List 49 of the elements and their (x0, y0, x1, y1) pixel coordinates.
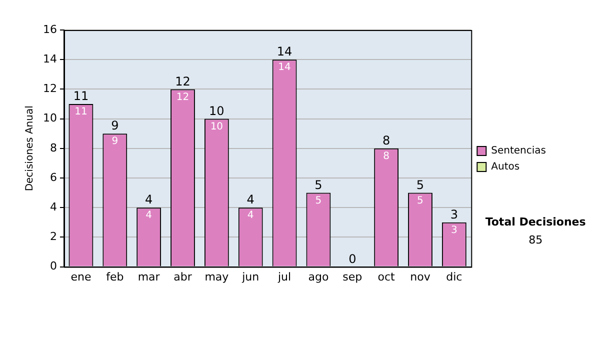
total-label: 4 (246, 192, 254, 207)
data-label: 14 (278, 62, 291, 74)
y-tick-label: 6 (50, 170, 57, 184)
data-label: 10 (210, 121, 224, 132)
x-tick-label: nov (410, 270, 431, 284)
y-axis-title: Decisiones Anual (24, 106, 36, 192)
data-label: 12 (176, 92, 190, 103)
y-tick-label: 10 (42, 112, 57, 125)
data-label: 5 (417, 195, 424, 206)
text: 85 (528, 233, 543, 246)
data-label: 8 (383, 150, 390, 162)
x-tick-label: ago (308, 270, 329, 284)
y-tick-label: 14 (42, 52, 57, 66)
total-label: 11 (73, 89, 89, 104)
x-tick-label: ene (70, 270, 92, 284)
legend-label: Autos (491, 162, 520, 173)
y-tick-label: 16 (42, 22, 57, 36)
y-tick-label: 2 (50, 230, 57, 244)
x-tick-label: jun (241, 270, 260, 284)
total-label: 9 (111, 118, 119, 133)
total-label: 14 (276, 44, 292, 59)
x-tick-label: may (204, 270, 230, 284)
total-label: 12 (175, 74, 190, 88)
total-label: 5 (314, 178, 322, 192)
x-tick-label: dic (446, 270, 462, 284)
x-tick-label: sep (342, 270, 362, 284)
total-label: 4 (145, 192, 153, 207)
data-label: 3 (450, 224, 458, 236)
y-tick-label: 0 (50, 260, 57, 273)
data-label: 9 (112, 136, 118, 148)
x-tick-label: oct (378, 270, 396, 284)
text: Total Decisiones (485, 215, 586, 228)
data-label: 4 (146, 210, 152, 222)
x-tick-label: feb (106, 270, 124, 284)
total-label: 10 (209, 104, 224, 118)
total-label: 0 (348, 252, 356, 266)
data-label: 5 (315, 195, 322, 206)
x-tick-label: mar (138, 270, 160, 284)
y-tick-label: 8 (50, 141, 57, 154)
total-label: 5 (416, 178, 424, 192)
y-tick-label: 4 (50, 200, 57, 214)
x-tick-label: abr (174, 270, 192, 284)
data-label: 11 (74, 106, 88, 118)
total-label: 3 (450, 208, 458, 222)
x-tick-label: jul (276, 270, 292, 284)
legend-label: Sentencias (491, 146, 546, 157)
y-tick-label: 12 (42, 82, 57, 96)
data-label: 4 (247, 210, 254, 222)
total-label: 8 (382, 134, 390, 148)
